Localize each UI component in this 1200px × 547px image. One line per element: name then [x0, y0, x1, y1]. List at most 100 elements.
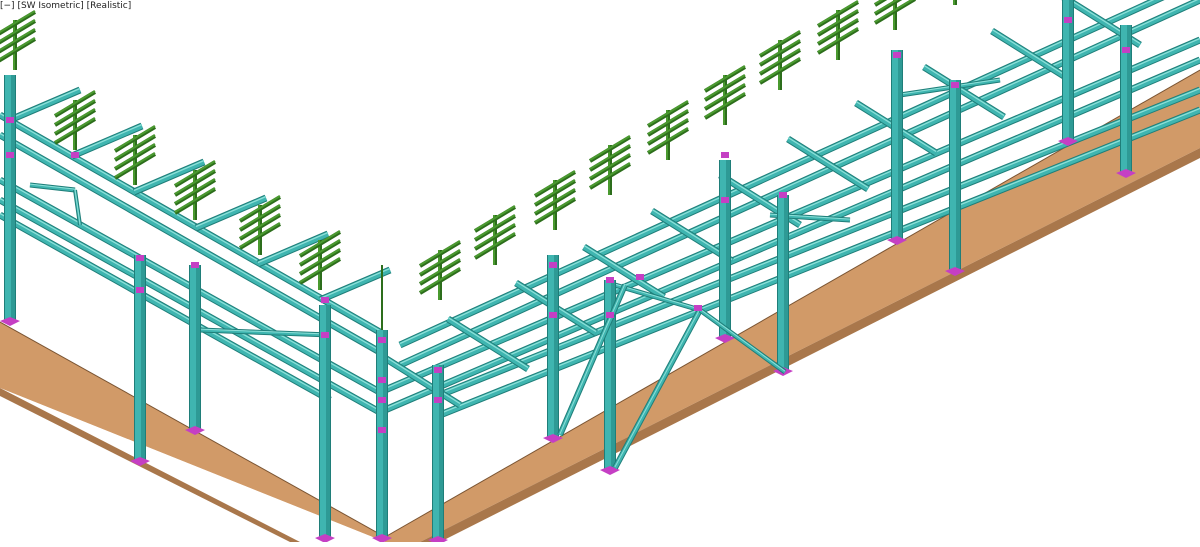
pipe-support-left-4-arm-face: [239, 222, 281, 248]
plan-brace-right-0-highlight: [614, 283, 701, 310]
column-4-face: [377, 330, 383, 540]
pipe-support-right-2-arm-face: [534, 197, 576, 223]
column-11-baseplate: [945, 267, 965, 276]
connection-plate-21: [721, 197, 729, 203]
connection-plate-18: [636, 274, 644, 280]
column-13-side: [1127, 25, 1131, 175]
connection-plate-12: [434, 367, 442, 373]
pipe-support-left-4-arm-face: [239, 204, 281, 230]
cross-beam-right-9-highlight: [991, 28, 1073, 81]
plan-brace-left-0-face: [29, 183, 76, 192]
vertical-brace-2-highlight: [699, 308, 786, 372]
pipe-support-right-5-arm-face: [704, 65, 746, 91]
cross-beam-right-6-highlight: [787, 136, 869, 189]
column-3-side: [326, 305, 330, 540]
column-7-baseplate: [600, 466, 620, 475]
column-4-side: [383, 330, 387, 540]
cross-beam-left-3-highlight: [195, 195, 267, 228]
slab-top-surface: [0, 70, 1200, 542]
pipe-support-right-4-arm-face: [647, 118, 689, 144]
cross-beam-left-1-highlight: [71, 123, 143, 156]
pipe-support-left-1-arm-face: [54, 99, 96, 125]
pipe-support-right-8-arm-face: [874, 0, 899, 14]
slab-clear-left: [0, 388, 385, 542]
column-12-face: [1063, 0, 1069, 143]
connection-plate-11: [378, 427, 386, 433]
front-steel-frame: [0, 0, 1136, 545]
column-9-face: [778, 195, 784, 373]
cross-beam-left-4-face: [257, 231, 329, 267]
column-3-baseplate: [315, 534, 335, 543]
cross-beam-left-2-face: [133, 159, 205, 195]
plan-brace-right-0-face: [614, 283, 701, 312]
column-2-face: [190, 265, 196, 432]
pipe-support-left-3-arm-face: [174, 187, 216, 213]
pipe-support-right-1-arm-face: [474, 223, 516, 249]
pipe-support-right-0-arm-face: [419, 258, 461, 284]
pipe-support-left-1-arm-face: [54, 117, 96, 143]
connection-plate-7: [321, 332, 329, 338]
pipe-support-right-1-arm-face: [474, 232, 516, 258]
pipe-support-left-2-arm-face: [114, 134, 156, 160]
viewport-controls-toggle[interactable]: [−]: [0, 1, 15, 11]
column-7-face: [605, 280, 611, 472]
column-12-baseplate: [1058, 137, 1078, 146]
column-10-face: [892, 50, 898, 242]
column-7-side: [611, 280, 615, 472]
pipe-support-right-5-arm-face: [704, 92, 746, 118]
column-0-face: [5, 75, 11, 323]
pipe-support-right-0-arm-face: [419, 240, 461, 266]
cross-beam-left-3-face: [195, 195, 267, 231]
pipe-support-right-4-arm-face: [647, 100, 689, 126]
plan-brace-left-1-face: [199, 328, 331, 337]
pipe-support-left-5-arm-face: [299, 248, 341, 274]
cross-beam-right-6-face: [786, 136, 870, 192]
cross-beam-right-8-highlight: [923, 64, 1005, 117]
viewport-controls-label: [−] [SW Isometric] [Realistic]: [0, 1, 131, 11]
plan-brace-left-0-highlight: [29, 183, 76, 190]
view-direction-label[interactable]: [SW Isometric]: [17, 1, 84, 11]
connection-plate-16: [606, 277, 614, 283]
pipe-support-left-5-arm-face: [299, 230, 341, 256]
column-1-side: [141, 255, 145, 463]
pipe-support-left-4-arm-face: [239, 195, 281, 221]
visual-style-label[interactable]: [Realistic]: [86, 1, 132, 11]
connection-plate-25: [1064, 17, 1072, 23]
connection-plate-6: [321, 297, 329, 303]
pipe-support-left-4-arm-face: [239, 213, 281, 239]
pipe-support-right-6-arm-face: [759, 57, 801, 83]
cross-beam-right-1-face: [446, 316, 530, 372]
cross-beam-right-3-highlight: [583, 244, 665, 297]
connection-plate-20: [721, 152, 729, 158]
cross-beam-right-8-face: [922, 64, 1006, 120]
column-6-face: [548, 255, 554, 440]
vertical-brace-0-highlight: [559, 283, 626, 434]
column-11-side: [956, 80, 960, 273]
connection-plate-15: [549, 312, 557, 318]
pipe-support-right-6-arm-face: [759, 30, 801, 56]
pipe-support-left-2-arm-face: [114, 125, 156, 151]
column-13-face: [1121, 25, 1127, 175]
pipe-support-left-3-arm-face: [174, 178, 216, 204]
pipe-support-left-0-arm-face: [0, 10, 36, 34]
column-12-side: [1069, 0, 1073, 143]
pipe-support-right-2-arm-face: [534, 179, 576, 205]
pipe-support-left-2-arm-face: [114, 152, 156, 178]
pipe-supports: [0, 0, 957, 330]
column-9-side: [784, 195, 788, 373]
cross-beam-left-0-highlight: [9, 87, 81, 120]
pipe-support-left-2-arm-face: [114, 143, 156, 169]
pipe-support-right-7-arm-face: [817, 9, 859, 35]
cross-beam-right-0-highlight: [379, 352, 461, 405]
pipe-support-left-0-arm-face: [0, 37, 36, 61]
cross-beam-left-1-face: [71, 123, 143, 159]
pipe-support-right-7-arm-face: [817, 27, 859, 53]
cross-beam-left-0-face: [9, 87, 81, 123]
connection-plate-3: [136, 255, 144, 261]
column-2-baseplate: [185, 426, 205, 435]
pipe-support-right-2-arm-face: [534, 188, 576, 214]
cross-beam-right-4-highlight: [651, 208, 733, 261]
cross-beam-right-9-face: [990, 28, 1074, 84]
